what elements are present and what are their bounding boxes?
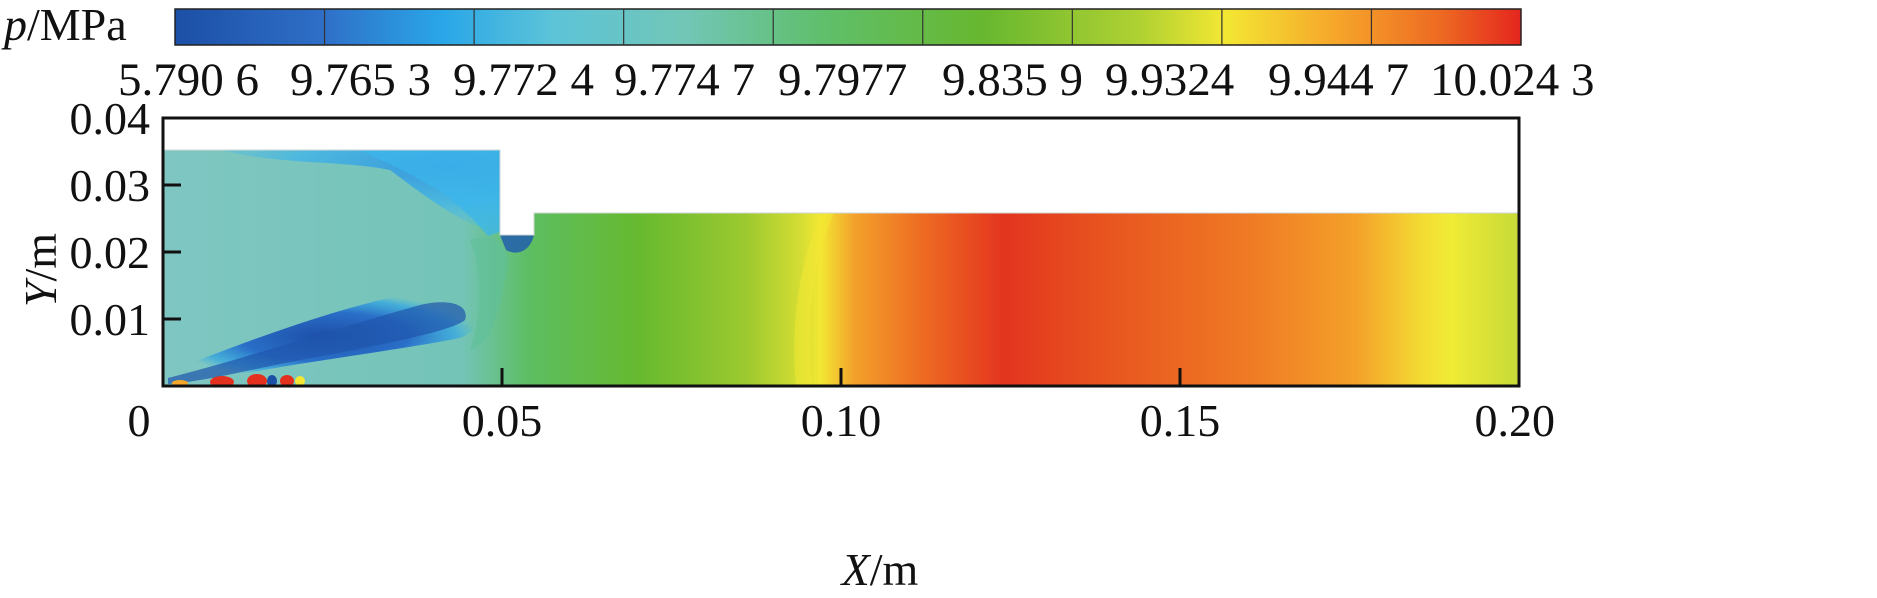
x-axis-title: X/m — [840, 544, 919, 595]
y-tick-label: 0.04 — [70, 93, 151, 144]
colorbar-tick-label: 9.9324 — [1105, 54, 1234, 106]
colorbar-gradient — [174, 8, 1522, 46]
x-tick-label: 0.10 — [801, 395, 882, 446]
colorbar-tick-label: 5.790 6 — [118, 54, 259, 106]
y-axis-ticks — [163, 183, 181, 321]
colorbar-tick-label: 9.765 3 — [290, 54, 431, 106]
colorbar-tick-labels: 5.790 6 9.765 3 9.772 4 9.774 7 9.7977 9.835 … — [118, 54, 1595, 106]
contour-plot: 0 0.05 0.10 0.15 0.20 0.01 0.02 0.03 0.04 — [70, 93, 1556, 446]
colorbar-tick-label: 9.7977 — [778, 54, 907, 106]
x-axis-tick-labels: 0 0.05 0.10 0.15 0.20 — [128, 395, 1556, 446]
y-axis-tick-labels: 0.01 0.02 0.03 0.04 — [70, 93, 151, 345]
x-axis-ticks — [500, 368, 1182, 386]
x-tick-label: 0.15 — [1140, 395, 1221, 446]
near-wall-hotspots — [172, 374, 305, 386]
x-tick-label: 0.05 — [462, 395, 543, 446]
colorbar-title: p/MPa — [1, 0, 127, 50]
pressure-field — [163, 150, 1519, 386]
x-tick-label: 0.20 — [1475, 395, 1556, 446]
colorbar-dividers — [323, 9, 1373, 45]
colorbar: p/MPa 5.790 6 9.765 3 9.772 4 9.774 7 9.7977… — [1, 0, 1595, 106]
y-tick-label: 0.02 — [70, 227, 151, 278]
colorbar-tick-label: 9.944 7 — [1268, 54, 1409, 106]
y-tick-label: 0.01 — [70, 294, 151, 345]
y-axis-title: Y/m — [15, 233, 66, 307]
colorbar-tick-label: 10.024 3 — [1430, 54, 1595, 106]
colorbar-tick-label: 9.774 7 — [614, 54, 755, 106]
colorbar-tick-label: 9.835 9 — [942, 54, 1083, 106]
colorbar-tick-label: 9.772 4 — [453, 54, 594, 106]
x-tick-label: 0 — [128, 395, 151, 446]
y-tick-label: 0.03 — [70, 160, 151, 211]
